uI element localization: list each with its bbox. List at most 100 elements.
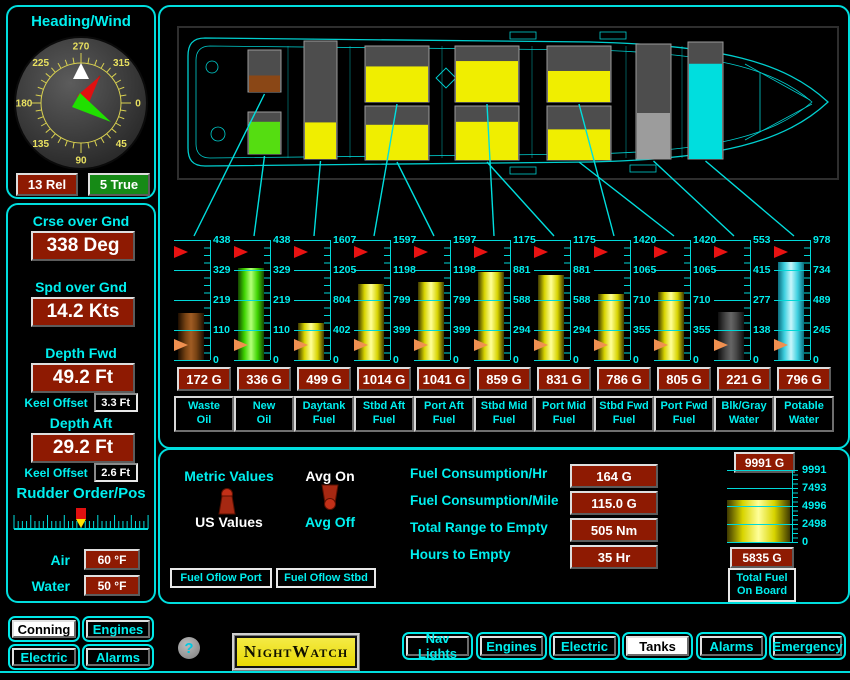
gauge-tick-label: 1205 [333, 264, 357, 276]
low-alarm-marker-icon [174, 339, 188, 351]
compass-dial-label: 45 [116, 139, 128, 150]
low-alarm-marker-icon [774, 339, 788, 351]
tank-name-button[interactable]: Port Mid Fuel [534, 396, 594, 432]
nav-left-electric-button[interactable]: Electric [12, 648, 76, 666]
gauge-tick-label: 329 [273, 264, 291, 276]
total-fuel-gridline [727, 542, 792, 543]
nav-left-alarms-button[interactable]: Alarms [86, 648, 150, 666]
gauge-tick-label: 0 [393, 354, 399, 366]
gauge-tick-label: 0 [273, 354, 279, 366]
true-wind-needle-icon [72, 93, 111, 122]
tank-name-button[interactable]: Potable Water [774, 396, 834, 432]
tank-name-line: Fuel [432, 414, 456, 426]
tank-name-line: Fuel [492, 414, 516, 426]
gauge-minor-ticks [624, 240, 630, 361]
total-fuel-tick-label: 7493 [802, 482, 827, 494]
nav-right-tanks-button[interactable]: Tanks [626, 636, 689, 656]
fuel-summary-readout: 505 Nm [570, 518, 658, 542]
ship-tank-fill [366, 66, 428, 102]
gauge-scale-line [450, 240, 451, 360]
low-alarm-marker-icon [714, 339, 728, 351]
gauge-tick-label: 294 [513, 324, 531, 336]
metric-values-label: Metric Values [184, 468, 274, 484]
low-alarm-marker-icon [354, 339, 368, 351]
tank-level-bar [178, 313, 204, 360]
air-temp-readout: 60 °F [84, 549, 140, 570]
speed-readout: 14.2 Kts [31, 297, 135, 327]
tank-name-button[interactable]: Port Aft Fuel [414, 396, 474, 432]
depth-fwd-readout: 49.2 Ft [31, 363, 135, 393]
tank-name-line: Fuel [372, 414, 396, 426]
gauge-gridline [654, 270, 690, 271]
nav-left-conning: Conning [8, 616, 80, 642]
gauge-gridline [234, 300, 270, 301]
tank-name-button[interactable]: Blk/Gray Water [714, 396, 774, 432]
help-icon[interactable]: ? [178, 637, 200, 659]
high-alarm-marker-icon [294, 246, 308, 258]
low-alarm-marker-icon [534, 339, 548, 351]
tank-level-bar [718, 312, 744, 360]
tank-value-readout: 796 G [777, 367, 831, 391]
tank-name-line: Oil [196, 414, 212, 426]
nav-right-electric: Electric [549, 632, 620, 660]
tank-name-button[interactable]: Daytank Fuel [294, 396, 354, 432]
avg-on-label: Avg On [305, 468, 355, 484]
gauge-gridline [294, 300, 330, 301]
low-alarm-marker-icon [294, 339, 308, 351]
gauge-minor-ticks [384, 240, 390, 361]
gauge-gridline [594, 300, 630, 301]
depth-fwd-label: Depth Fwd [45, 345, 117, 361]
tank-name-button[interactable]: Stbd Mid Fuel [474, 396, 534, 432]
tank-name-line: Daytank [302, 400, 346, 413]
nav-left-conning-button[interactable]: Conning [12, 620, 76, 638]
tank-level-bar [538, 275, 564, 360]
tank-name-button[interactable]: New Oil [234, 396, 294, 432]
tank-gauge-waste-oil: 438 329 219 110 0 172 G Waste Oil [172, 234, 234, 434]
tank-callout-line [705, 160, 795, 237]
compass-dial-label: 225 [32, 58, 49, 69]
tank-name-button[interactable]: Stbd Fwd Fuel [594, 396, 654, 432]
gauge-gridline [234, 330, 270, 331]
tank-gauge-potable-water: 978 734 489 245 0 796 G Potable Water [772, 234, 834, 434]
gauge-gridline [294, 360, 330, 361]
nav-right-alarms-button[interactable]: Alarms [700, 636, 763, 656]
nav-right-engines-button[interactable]: Engines [480, 636, 543, 656]
tank-name-line: Stbd Mid [480, 400, 528, 413]
water-temp-readout: 50 °F [84, 575, 140, 596]
avg-toggle[interactable] [318, 483, 342, 511]
nav-right-emergency-button[interactable]: Emergency [772, 636, 843, 656]
gauge-tick-label: 710 [633, 294, 651, 306]
gauge-gridline [654, 300, 690, 301]
tank-gauge-daytank-fuel: 1607 1205 804 402 0 499 G Daytank Fuel [292, 234, 356, 434]
tank-callout-line [253, 155, 266, 237]
total-fuel-gridline [727, 506, 792, 507]
gauge-gridline [234, 270, 270, 271]
gauge-tick-label: 734 [813, 264, 831, 276]
tank-name-button[interactable]: Waste Oil [174, 396, 234, 432]
fuel-oflow-port-button[interactable]: Fuel Oflow Port [170, 568, 272, 588]
nav-right-nav-lights-button[interactable]: Nav Lights [406, 631, 469, 661]
gauge-gridline [594, 330, 630, 331]
gauge-scale-line [210, 240, 211, 360]
tank-name-button[interactable]: Stbd Aft Fuel [354, 396, 414, 432]
units-toggle[interactable] [215, 488, 239, 516]
gauge-tick-label: 0 [633, 354, 639, 366]
avg-off-label: Avg Off [304, 514, 356, 530]
gauge-tick-label: 1198 [453, 264, 476, 276]
gauge-tick-label: 138 [753, 324, 771, 336]
low-alarm-marker-icon [414, 339, 428, 351]
nav-right-electric-button[interactable]: Electric [553, 636, 616, 656]
gauge-scale-line [330, 240, 331, 360]
tank-name-line: Stbd Aft [362, 400, 406, 413]
tank-name-button[interactable]: Port Fwd Fuel [654, 396, 714, 432]
gauge-tick-label: 110 [213, 324, 230, 336]
low-alarm-marker-icon [474, 339, 488, 351]
ship-tank-fill [548, 70, 610, 102]
fuel-oflow-stbd-button[interactable]: Fuel Oflow Stbd [276, 568, 376, 588]
gauge-scale-line [390, 240, 391, 360]
nav-left-engines-button[interactable]: Engines [86, 620, 150, 638]
gauge-tick-label: 1175 [573, 234, 596, 246]
tank-name-line: Fuel [672, 414, 696, 426]
high-alarm-marker-icon [414, 246, 428, 258]
tank-name-line: Fuel [552, 414, 576, 426]
